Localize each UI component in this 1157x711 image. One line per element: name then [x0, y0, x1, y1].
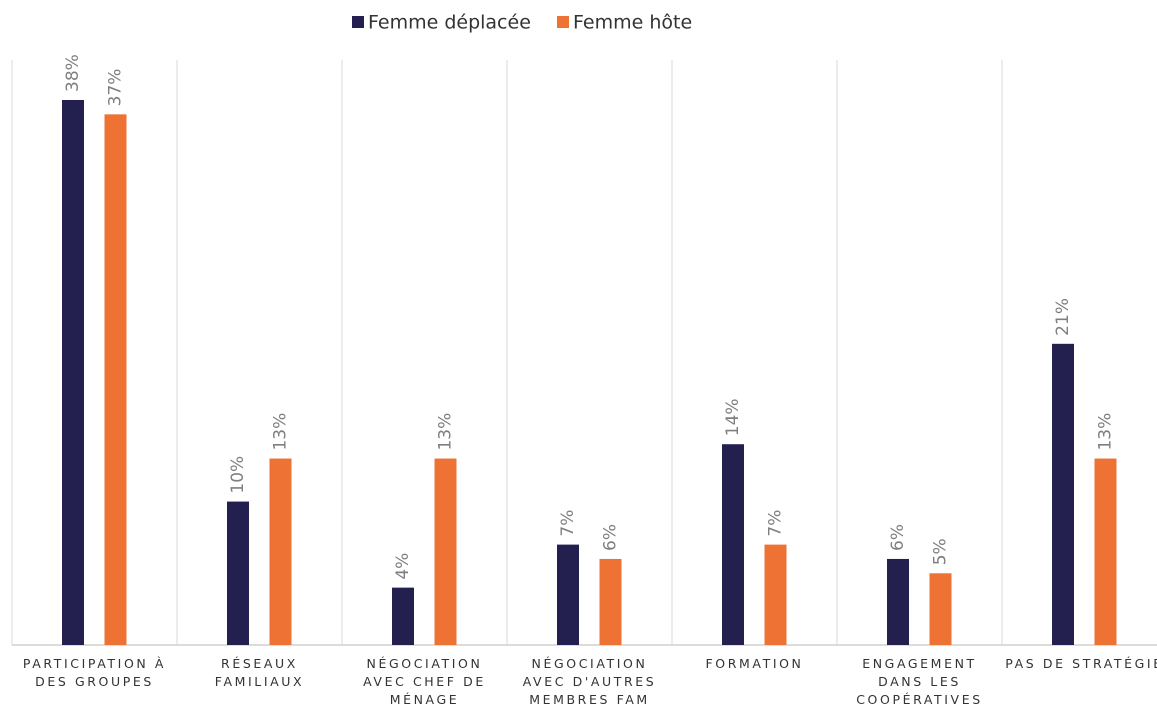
bar [104, 114, 127, 645]
bar [227, 501, 249, 645]
legend-swatch [352, 16, 364, 28]
value-label: 6% [601, 524, 621, 551]
bar [929, 573, 952, 645]
value-label: 14% [723, 398, 743, 436]
x-tick-label: NÉGOCIATION AVEC D'AUTRES MEMBRES FAM [522, 656, 657, 707]
value-label: 5% [931, 538, 951, 565]
bar [557, 544, 579, 645]
bar [62, 100, 84, 645]
bar [392, 587, 414, 645]
bar [434, 458, 457, 645]
bar [1094, 458, 1117, 645]
bar [722, 444, 744, 645]
x-tick-label: PAS DE STRATÉGIE [1005, 656, 1157, 671]
value-label: 4% [393, 553, 413, 580]
x-tick-label: RÉSEAUX FAMILIAUX [214, 656, 305, 689]
bar [599, 558, 622, 645]
x-tick-label: ENGAGEMENT DANS LES COOPÉRATIVES [856, 656, 983, 707]
legend-label: Femme hôte [573, 12, 692, 34]
bar [1052, 343, 1074, 645]
x-tick-label: FORMATION [705, 656, 804, 671]
bar [269, 458, 292, 645]
x-tick-label: PARTICIPATION À DES GROUPES [22, 656, 167, 689]
value-label: 7% [766, 510, 786, 537]
bar [764, 544, 787, 645]
value-label: 13% [271, 413, 291, 451]
value-label: 21% [1053, 298, 1073, 336]
value-label: 37% [106, 69, 126, 107]
value-label: 13% [1096, 413, 1116, 451]
value-label: 10% [228, 456, 248, 494]
value-label: 38% [63, 54, 83, 92]
value-label: 6% [888, 524, 908, 551]
legend-swatch [557, 16, 569, 28]
legend-label: Femme déplacée [368, 12, 531, 34]
bar [887, 558, 909, 645]
value-label: 13% [436, 413, 456, 451]
x-tick-label: NÉGOCIATION AVEC CHEF DE MÉNAGE [363, 656, 486, 707]
value-label: 7% [558, 510, 578, 537]
